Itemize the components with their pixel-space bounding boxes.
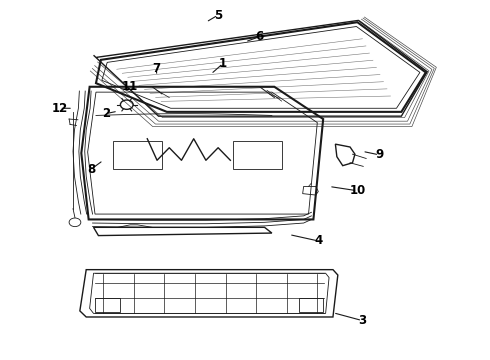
Bar: [299, 298, 323, 312]
Text: 8: 8: [87, 163, 95, 176]
Text: 3: 3: [358, 314, 367, 327]
Text: 10: 10: [349, 184, 366, 197]
Text: 1: 1: [219, 57, 227, 70]
Bar: [95, 298, 120, 312]
Text: 11: 11: [122, 80, 138, 93]
Bar: [113, 140, 162, 169]
Text: 5: 5: [214, 9, 222, 22]
Text: 6: 6: [255, 30, 264, 43]
Text: 2: 2: [102, 107, 110, 120]
Text: 12: 12: [51, 102, 68, 115]
Bar: [233, 140, 282, 169]
Text: 9: 9: [375, 148, 384, 161]
Text: 4: 4: [314, 234, 322, 247]
Text: 7: 7: [152, 62, 160, 75]
